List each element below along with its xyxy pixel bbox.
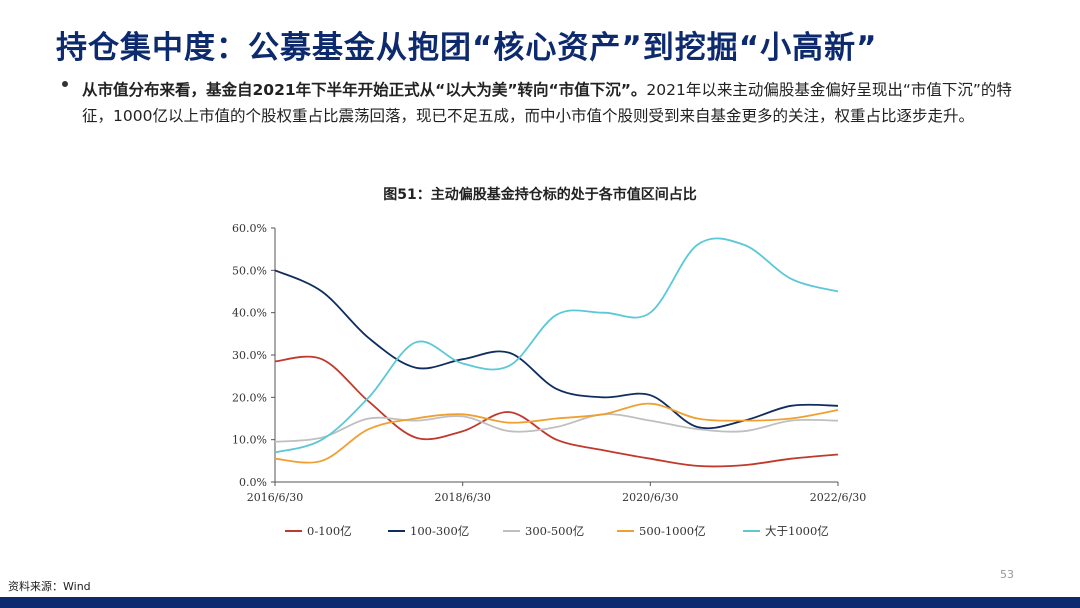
bullet-normal-text: 2021年以来主动偏股基金偏好呈现出“市值下沉”的特征，1000亿以上市值的个股… xyxy=(82,81,1012,125)
bullet-text: 从市值分布来看，基金自2021年下半年开始正式从“以大为美”转向“市值下沉”。2… xyxy=(82,77,1032,129)
x-tick-label: 2016/6/30 xyxy=(247,491,303,504)
series-line-3 xyxy=(274,402,839,464)
bullet-dot-icon xyxy=(62,81,68,87)
x-tick-label: 2018/6/30 xyxy=(434,491,490,504)
series-line-0 xyxy=(274,355,839,468)
x-tick-label: 2020/6/30 xyxy=(622,491,678,504)
y-tick-label: 60.0% xyxy=(232,222,267,235)
x-tick-label: 2022/6/30 xyxy=(810,491,866,504)
y-tick-label: 50.0% xyxy=(232,264,267,277)
series-line-2 xyxy=(274,413,839,443)
bottom-bar xyxy=(0,597,1080,608)
bullet-point: 从市值分布来看，基金自2021年下半年开始正式从“以大为美”转向“市值下沉”。2… xyxy=(62,77,1032,129)
series-line-4 xyxy=(274,237,839,454)
y-tick-label: 0.0% xyxy=(239,476,267,489)
y-tick-label: 40.0% xyxy=(232,307,267,320)
slide-title: 持仓集中度：公募基金从抱团“核心资产”到挖掘“小高新” xyxy=(56,30,878,66)
page-number: 53 xyxy=(1000,568,1014,581)
bullet-bold-text: 从市值分布来看，基金自2021年下半年开始正式从“以大为美”转向“市值下沉”。 xyxy=(82,81,647,99)
legend-label-2: 300-500亿 xyxy=(525,524,584,538)
y-tick-label: 10.0% xyxy=(232,434,267,447)
legend-label-3: 500-1000亿 xyxy=(639,524,706,538)
legend-label-0: 0-100亿 xyxy=(307,524,352,538)
y-tick-label: 30.0% xyxy=(232,349,267,362)
chart-title: 图51：主动偏股基金持仓标的处于各市值区间占比 xyxy=(383,187,697,203)
series-line-1 xyxy=(274,269,839,430)
legend-label-4: 大于1000亿 xyxy=(765,524,829,538)
source-note: 资料来源：Wind xyxy=(8,580,91,593)
legend-label-1: 100-300亿 xyxy=(410,524,469,538)
y-tick-label: 20.0% xyxy=(232,391,267,404)
